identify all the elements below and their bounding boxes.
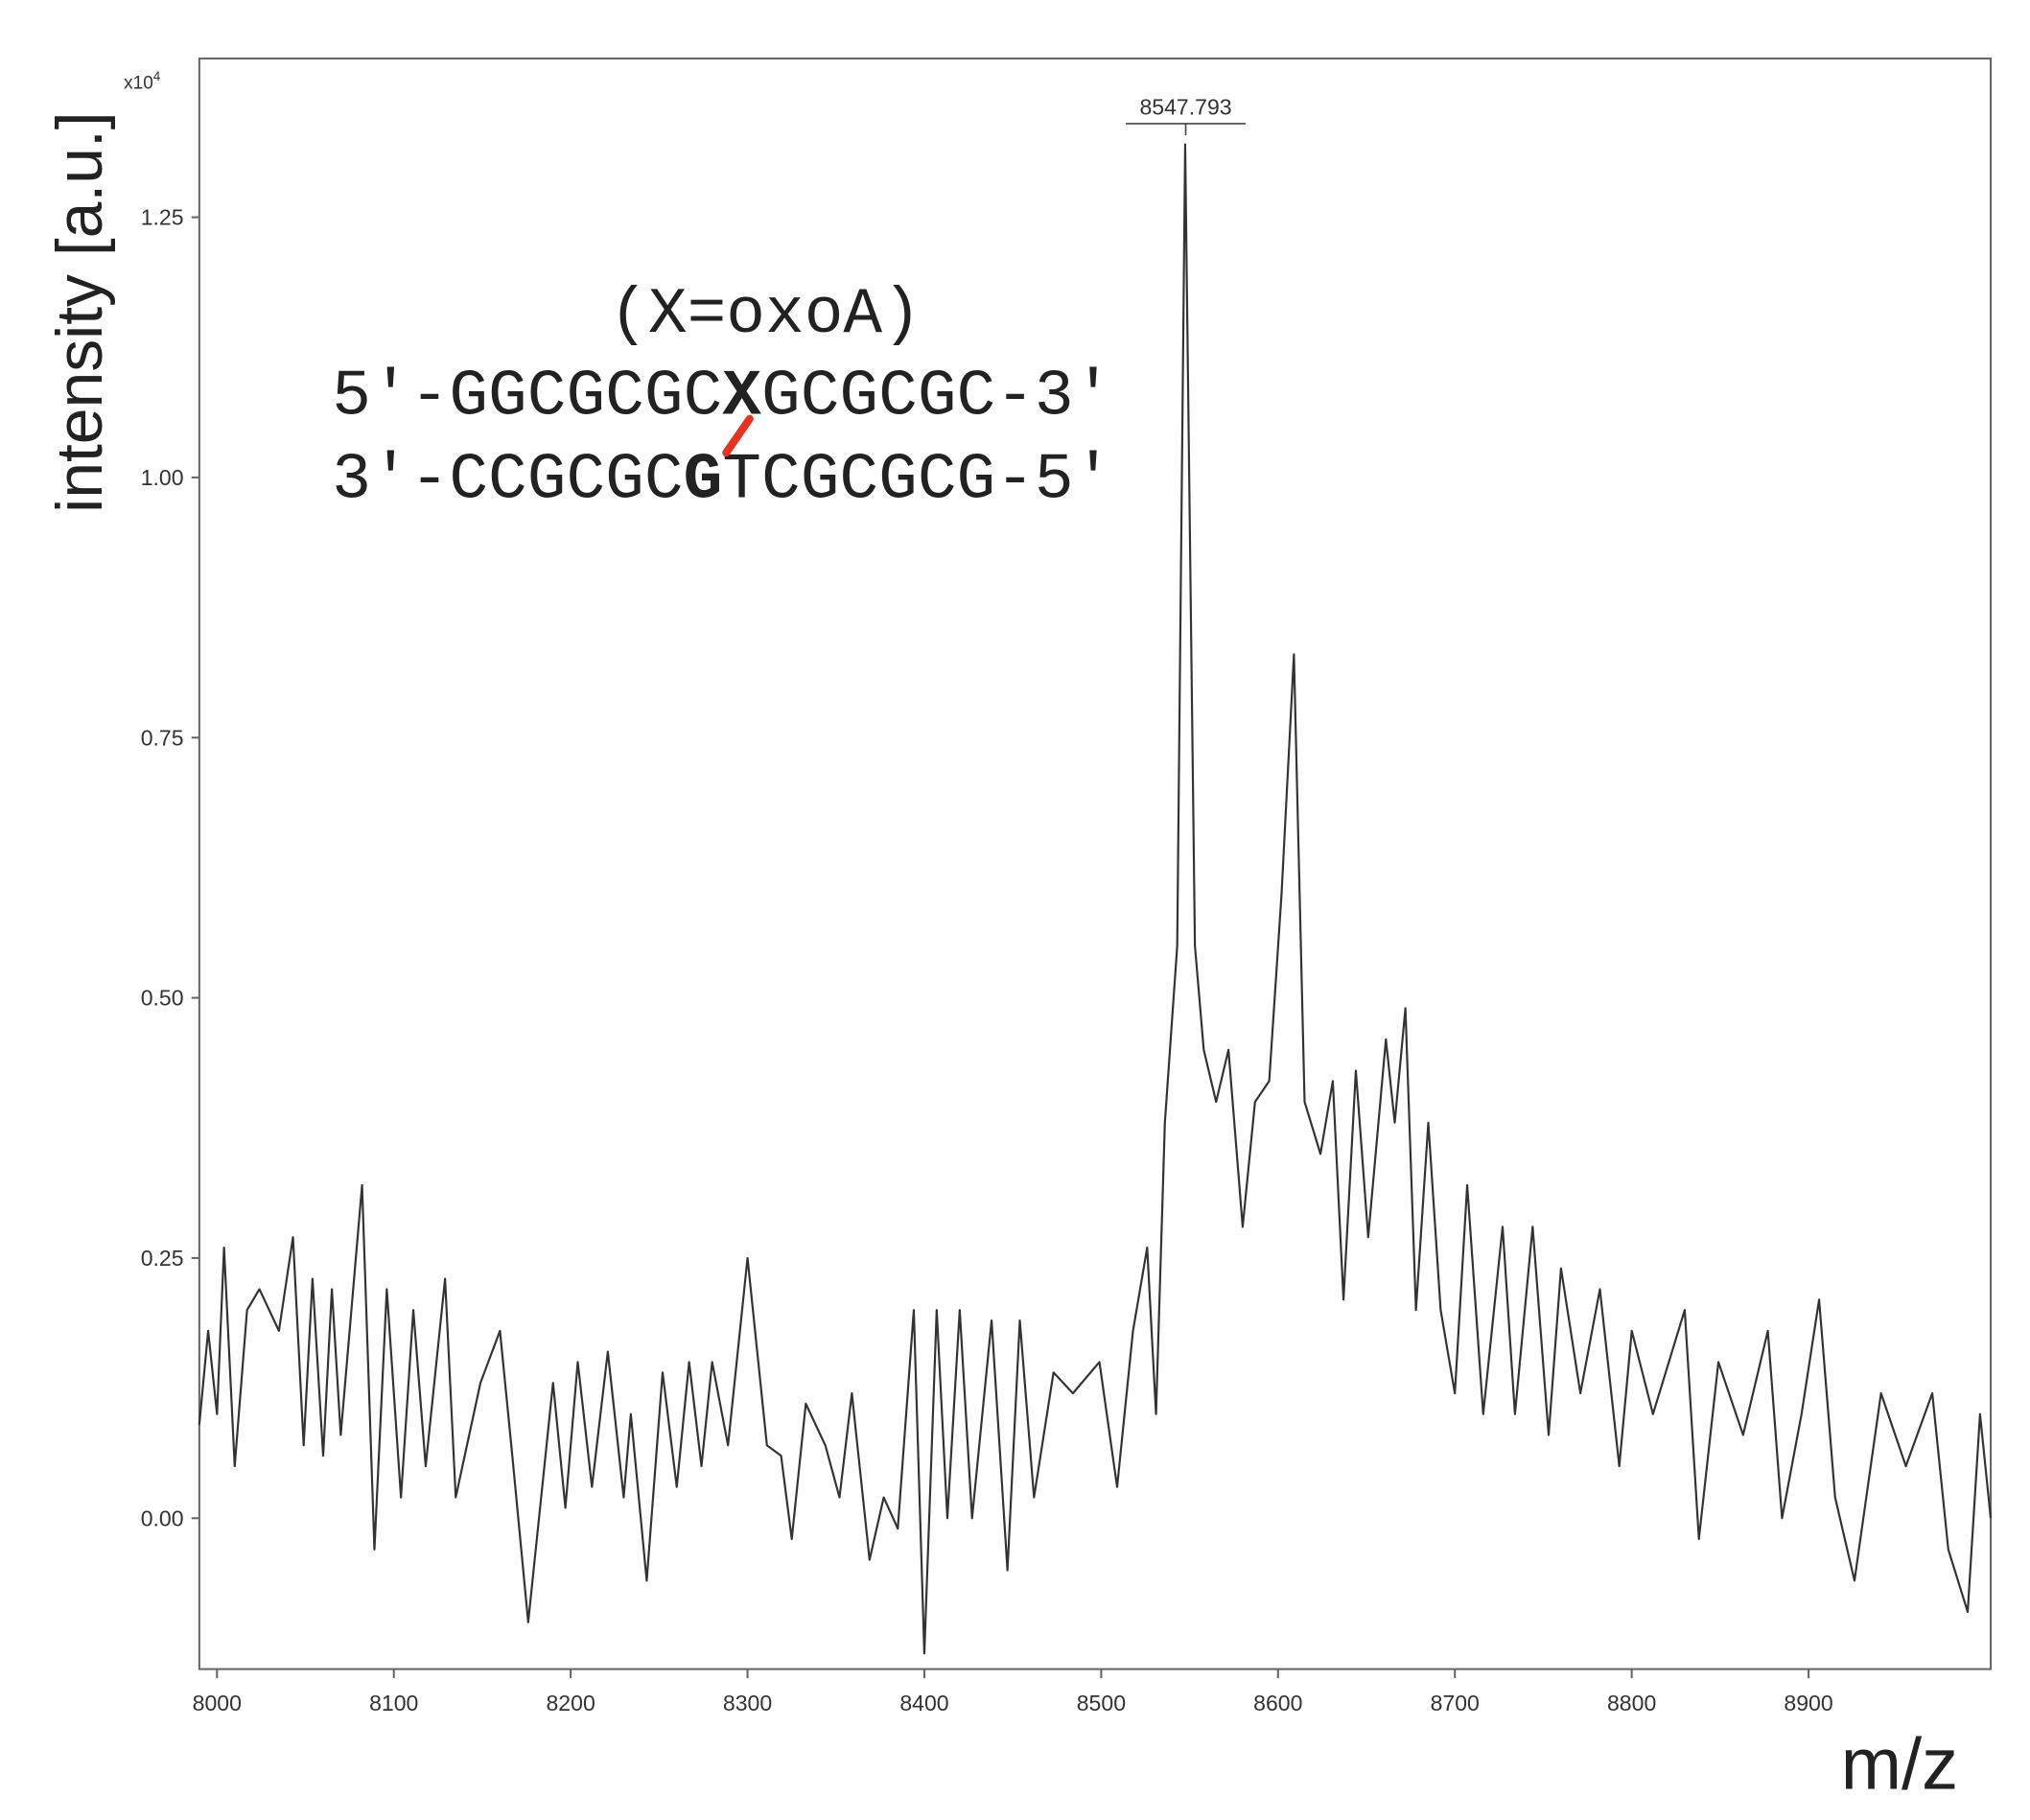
x-tick-label: 8900 bbox=[1784, 1691, 1832, 1715]
x-tick-label: 8800 bbox=[1607, 1691, 1656, 1715]
y-multiplier: x104 bbox=[124, 69, 161, 93]
strand-bottom: 3′-CCGCGCGTCGCGCG-5′ bbox=[332, 444, 1112, 517]
spectrum-line bbox=[198, 143, 1993, 1655]
y-tick-label: 0.75 bbox=[141, 725, 184, 750]
multiplier-base: x10 bbox=[124, 73, 153, 93]
y-axis-label: intensity [a.u.] bbox=[44, 111, 116, 513]
strand-top: 5′-GGCGCGCXGCGCGC-3′ bbox=[332, 361, 1112, 433]
x-tick-label: 8600 bbox=[1253, 1691, 1302, 1715]
y-tick-label: 0.00 bbox=[141, 1505, 184, 1530]
x-tick-label: 8100 bbox=[369, 1691, 418, 1715]
x-tick-label: 8400 bbox=[899, 1691, 948, 1715]
x-tick-label: 8200 bbox=[546, 1691, 595, 1715]
x-tick-label: 8700 bbox=[1431, 1691, 1480, 1715]
strand-part: TCGCGCG-5′ bbox=[722, 444, 1112, 517]
mismatch-bond bbox=[722, 414, 754, 457]
multiplier-exponent: 4 bbox=[153, 69, 161, 83]
y-tick-label: 1.00 bbox=[141, 465, 184, 490]
y-tick-label: 1.25 bbox=[141, 205, 184, 230]
x-axis-label: m/z bbox=[1841, 1723, 1958, 1805]
y-tick-label: 0.25 bbox=[141, 1246, 184, 1271]
x-tick-label: 8000 bbox=[193, 1691, 242, 1715]
peak-label: 8547.793 bbox=[1139, 94, 1231, 119]
x-tick-label: 8500 bbox=[1077, 1691, 1126, 1715]
strand-part: 3′-CCGCGC bbox=[332, 444, 683, 517]
annotation-title: (X=oxoA) bbox=[609, 279, 922, 352]
strand-bold: G bbox=[684, 444, 723, 517]
strand-bold: X bbox=[722, 361, 761, 433]
plot-frame bbox=[198, 58, 1993, 1670]
x-tick-label: 8300 bbox=[723, 1691, 772, 1715]
y-tick-label: 0.50 bbox=[141, 986, 184, 1011]
strand-part: 5′-GGCGCGC bbox=[332, 361, 722, 433]
strand-part: GCGCGC-3′ bbox=[761, 361, 1112, 433]
